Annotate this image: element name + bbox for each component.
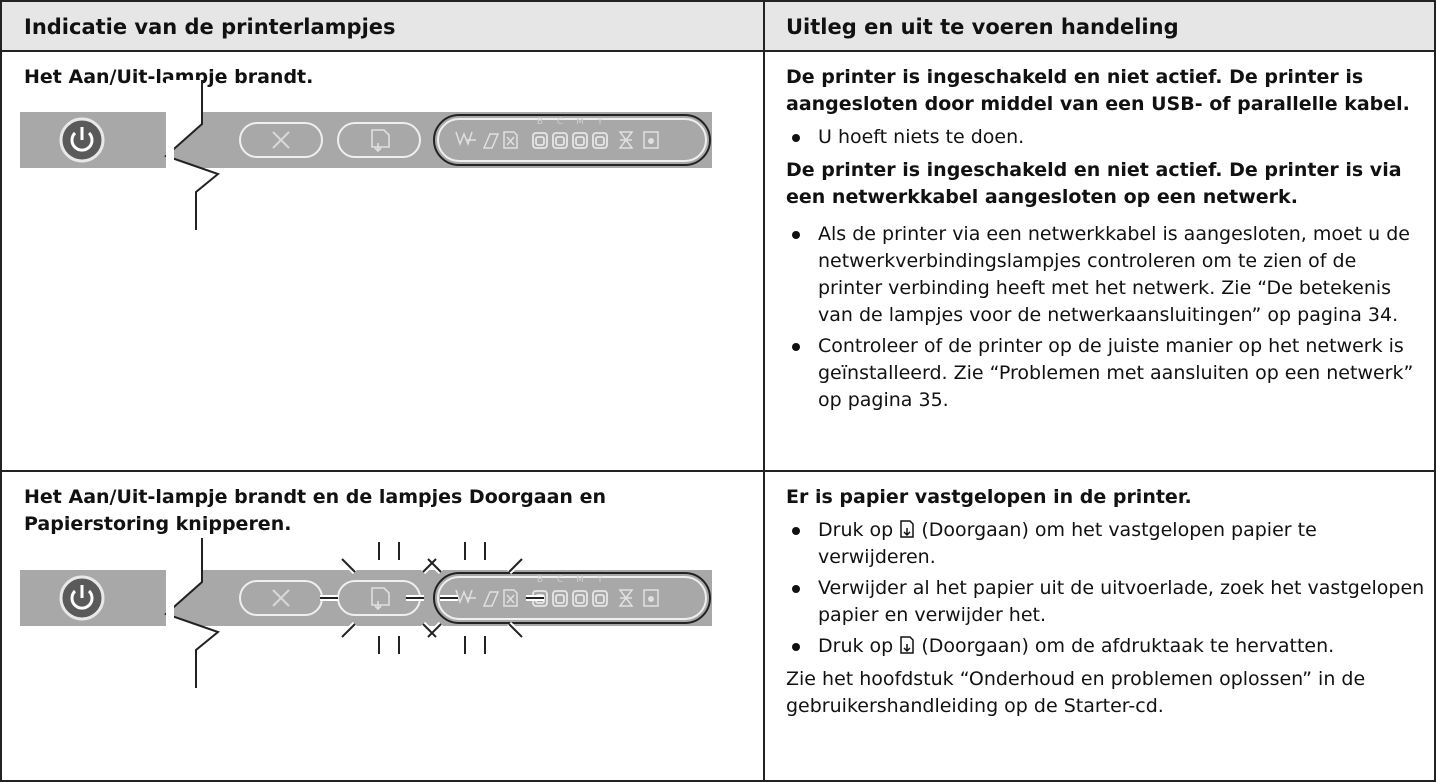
ink-label: M	[576, 117, 584, 127]
ink-label: B	[537, 117, 543, 127]
column-header: Uitleg en uit te voeren handeling	[786, 15, 1179, 39]
explanation: Er is papier vastgelopen in de printer. …	[786, 484, 1426, 720]
bullet: Als de printer via een netwerkkabel is a…	[786, 221, 1426, 329]
explanation-heading: Er is papier vastgelopen in de printer.	[786, 486, 1192, 508]
bullet: Verwijder al het papier uit de uitvoerla…	[786, 575, 1426, 629]
bullet-list: U hoeft niets te doen.	[786, 124, 1426, 151]
indication: Het Aan/Uit-lampje brandt en de lampjes …	[24, 486, 606, 535]
note: Zie het hoofdstuk “Onderhoud en probleme…	[786, 668, 1366, 717]
ink-label: C	[557, 117, 563, 127]
ink-label: M	[576, 575, 584, 585]
header-row	[2, 2, 1434, 52]
bullet-list: Als de printer via een netwerkkabel is a…	[786, 221, 1426, 414]
bullet-text: Druk op	[818, 635, 894, 657]
ink-label: C	[557, 575, 563, 585]
ink-label: B	[537, 575, 543, 585]
column-divider	[763, 2, 765, 780]
resume-icon	[900, 636, 915, 654]
printer-panel: B C M Y	[20, 80, 714, 230]
bullet-list: Druk op (Doorgaan) om het vastgelopen pa…	[786, 517, 1426, 660]
blink-rays	[320, 542, 544, 654]
column-header: Indicatie van de printerlampjes	[24, 15, 396, 39]
printer-panel: B C M Y	[20, 538, 714, 688]
explanation-heading: De printer is ingeschakeld en niet actie…	[786, 66, 1410, 115]
ink-label: Y	[596, 575, 603, 585]
indication: Het Aan/Uit-lampje brandt.	[24, 66, 314, 88]
bullet: U hoeft niets te doen.	[786, 124, 1426, 151]
bullet-text: Druk op	[818, 519, 894, 541]
explanation-heading: De printer is ingeschakeld en niet actie…	[786, 159, 1402, 208]
bullet-text: (Doorgaan) om de afdruktaak te hervatten…	[921, 635, 1335, 657]
bullet-text: (Doorgaan) om het vastgelopen papier te …	[818, 519, 1317, 568]
ink-label: Y	[596, 117, 603, 127]
explanation: De printer is ingeschakeld en niet actie…	[786, 64, 1426, 420]
bullet: Druk op (Doorgaan) om de afdruktaak te h…	[786, 633, 1426, 660]
bullet: Controleer of de printer op de juiste ma…	[786, 333, 1426, 414]
resume-icon	[900, 520, 915, 538]
row-divider	[2, 470, 1434, 472]
bullet: Druk op (Doorgaan) om het vastgelopen pa…	[786, 517, 1426, 571]
